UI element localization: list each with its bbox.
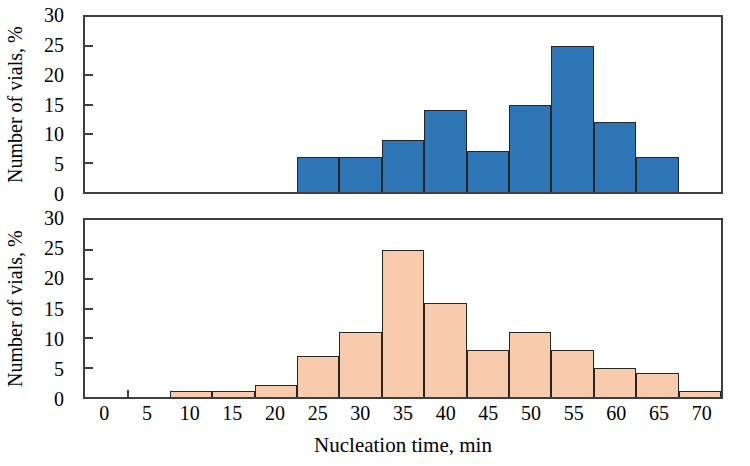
y-tick-label: 25 (10, 34, 64, 56)
bottom-histogram-bar (382, 250, 424, 398)
y-tick-mark (85, 367, 93, 369)
bottom-histogram-bar (509, 332, 551, 397)
x-tick-label: 55 (552, 401, 596, 425)
y-tick-mark (85, 337, 93, 339)
top-histogram-bar (594, 122, 636, 192)
top-histogram-bar (382, 140, 424, 193)
y-tick-label: 5 (10, 153, 64, 175)
x-tick-label: 60 (594, 401, 638, 425)
bottom-histogram-bar (594, 368, 636, 398)
x-tick-label: 70 (680, 401, 724, 425)
y-tick-label: 10 (10, 123, 64, 145)
y-tick-mark (85, 249, 93, 251)
bottom-histogram-bar (424, 303, 466, 397)
x-tick-label: 30 (338, 401, 382, 425)
y-tick-label: 0 (10, 388, 64, 410)
top-histogram-bar (509, 105, 551, 193)
y-tick-label: 20 (10, 64, 64, 86)
x-tick-label: 35 (381, 401, 425, 425)
y-tick-mark (85, 45, 93, 47)
x-tick-label: 45 (466, 401, 510, 425)
y-tick-label: 30 (10, 207, 64, 229)
y-tick-label: 0 (10, 183, 64, 205)
x-minor-tick-mark (127, 390, 129, 397)
x-tick-label: 50 (509, 401, 553, 425)
bottom-histogram-bar (212, 391, 254, 397)
y-tick-mark (85, 104, 93, 106)
bottom-histogram-bar (339, 332, 381, 397)
y-tick-label: 15 (10, 94, 64, 116)
x-axis-title: Nucleation time, min (83, 433, 723, 458)
y-tick-label: 25 (10, 237, 64, 259)
y-tick-label: 10 (10, 328, 64, 350)
bottom-histogram-bar (636, 373, 678, 397)
bottom-histogram-bar (679, 391, 721, 397)
x-tick-label: 20 (253, 401, 297, 425)
bottom-histogram-bar (255, 385, 297, 397)
top-histogram-bar (339, 157, 381, 192)
y-tick-label: 30 (10, 4, 64, 26)
y-tick-label: 5 (10, 358, 64, 380)
bottom-histogram-bar (170, 391, 212, 397)
top-histogram-bar (551, 46, 593, 192)
bottom-histogram-bar (467, 350, 509, 397)
bottom-histogram-bar (551, 350, 593, 397)
bottom-histogram-bar (297, 356, 339, 397)
top-histogram-bar (636, 157, 678, 192)
y-tick-mark (85, 74, 93, 76)
x-tick-label: 10 (168, 401, 212, 425)
top-histogram-bar (467, 151, 509, 192)
dual-histogram-figure: Number of vials, % Number of vials, % Nu… (0, 0, 750, 466)
y-tick-mark (85, 308, 93, 310)
bottom-histogram-panel (83, 218, 723, 399)
y-tick-mark (85, 278, 93, 280)
x-tick-label: 5 (125, 401, 169, 425)
y-tick-label: 20 (10, 267, 64, 289)
y-tick-mark (85, 133, 93, 135)
top-histogram-bar (424, 110, 466, 192)
y-tick-mark (85, 162, 93, 164)
x-tick-label: 65 (637, 401, 681, 425)
top-histogram-bar (297, 157, 339, 192)
top-histogram-panel (83, 15, 723, 194)
x-tick-label: 0 (82, 401, 126, 425)
x-tick-label: 25 (296, 401, 340, 425)
x-tick-label: 15 (210, 401, 254, 425)
y-tick-label: 15 (10, 298, 64, 320)
x-tick-label: 40 (424, 401, 468, 425)
